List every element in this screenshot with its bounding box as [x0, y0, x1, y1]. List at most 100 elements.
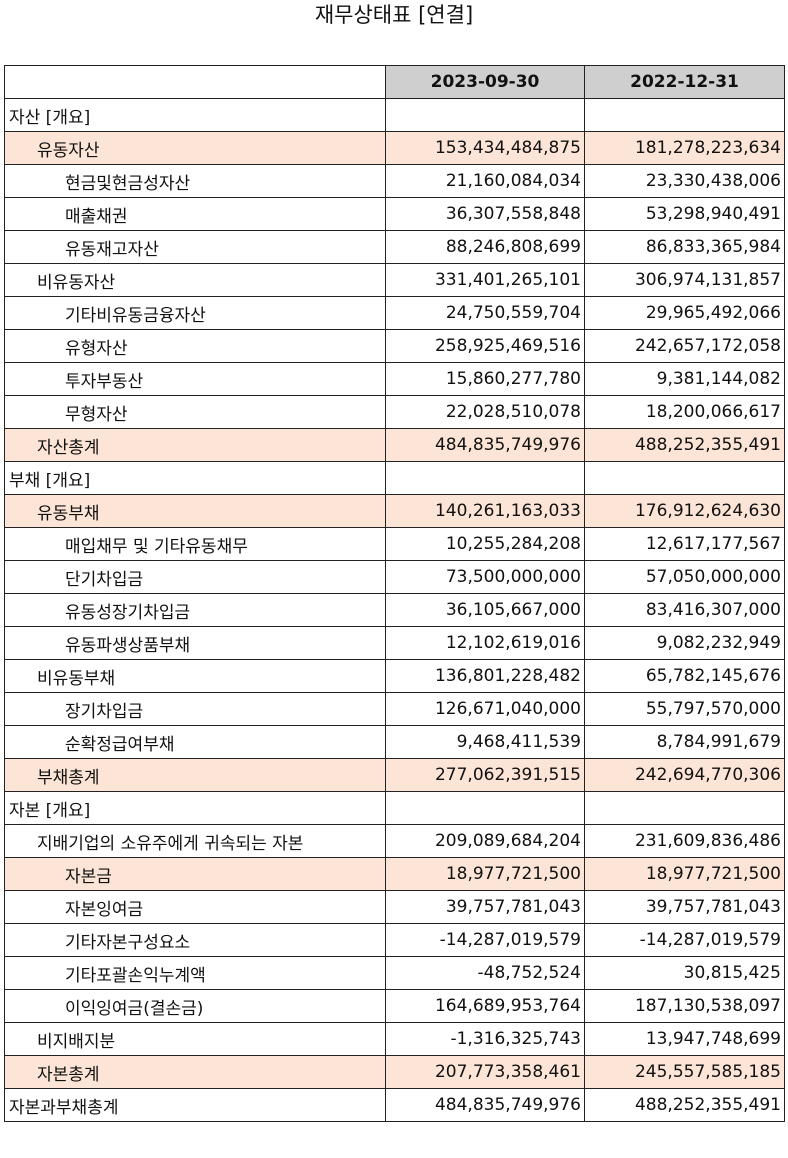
value-2023-09-30: 36,105,667,000	[385, 593, 585, 627]
value-2022-12-31: 18,977,721,500	[584, 857, 785, 891]
row-label: 순확정급여부채	[4, 725, 386, 759]
row-label: 자본과부채총계	[4, 1088, 386, 1122]
value-2022-12-31: 12,617,177,567	[584, 527, 785, 561]
row-label: 자본 [개요]	[4, 791, 386, 825]
table-row: 자본총계 207,773,358,461 245,557,585,185	[4, 1055, 785, 1089]
value-2023-09-30: 18,977,721,500	[385, 857, 585, 891]
table-row: 자본 [개요]	[4, 791, 785, 825]
value-2022-12-31: 231,609,836,486	[584, 824, 785, 858]
value-2022-12-31: 9,381,144,082	[584, 362, 785, 396]
value-2022-12-31: -14,287,019,579	[584, 923, 785, 957]
table-row: 자본과부채총계 484,835,749,976 488,252,355,491	[4, 1088, 785, 1122]
table-row: 기타자본구성요소 -14,287,019,579 -14,287,019,579	[4, 923, 785, 957]
table-row: 유동부채 140,261,163,033 176,912,624,630	[4, 494, 785, 528]
value-2022-12-31: 187,130,538,097	[584, 989, 785, 1023]
value-2023-09-30: 153,434,484,875	[385, 131, 585, 165]
value-2023-09-30	[385, 791, 585, 825]
value-2022-12-31: 8,784,991,679	[584, 725, 785, 759]
table-row: 자산 [개요]	[4, 98, 785, 132]
value-2023-09-30: 15,860,277,780	[385, 362, 585, 396]
row-label: 유동재고자산	[4, 230, 386, 264]
table-row: 유동자산 153,434,484,875 181,278,223,634	[4, 131, 785, 165]
value-2022-12-31	[584, 791, 785, 825]
table-row: 유동성장기차입금 36,105,667,000 83,416,307,000	[4, 593, 785, 627]
value-2023-09-30: 12,102,619,016	[385, 626, 585, 660]
table-row: 순확정급여부채 9,468,411,539 8,784,991,679	[4, 725, 785, 759]
value-2022-12-31: 53,298,940,491	[584, 197, 785, 231]
value-2023-09-30: 207,773,358,461	[385, 1055, 585, 1089]
value-2022-12-31: 306,974,131,857	[584, 263, 785, 297]
row-label: 유동자산	[4, 131, 386, 165]
column-header-2023-09-30: 2023-09-30	[385, 65, 585, 99]
value-2023-09-30: -14,287,019,579	[385, 923, 585, 957]
value-2023-09-30: 22,028,510,078	[385, 395, 585, 429]
value-2022-12-31: 488,252,355,491	[584, 1088, 785, 1122]
value-2022-12-31: 65,782,145,676	[584, 659, 785, 693]
header-row: 2023-09-30 2022-12-31	[4, 65, 785, 99]
row-label: 비유동부채	[4, 659, 386, 693]
table-row: 부채총계 277,062,391,515 242,694,770,306	[4, 758, 785, 792]
value-2022-12-31: 181,278,223,634	[584, 131, 785, 165]
value-2023-09-30: 88,246,808,699	[385, 230, 585, 264]
value-2022-12-31: 242,694,770,306	[584, 758, 785, 792]
table-row: 매출채권 36,307,558,848 53,298,940,491	[4, 197, 785, 231]
value-2023-09-30: 164,689,953,764	[385, 989, 585, 1023]
value-2023-09-30: 21,160,084,034	[385, 164, 585, 198]
value-2023-09-30: 136,801,228,482	[385, 659, 585, 693]
table-row: 기타포괄손익누계액 -48,752,524 30,815,425	[4, 956, 785, 990]
page-title: 재무상태표 [연결]	[314, 3, 474, 27]
row-label: 부채총계	[4, 758, 386, 792]
table-row: 유동재고자산 88,246,808,699 86,833,365,984	[4, 230, 785, 264]
row-label: 부채 [개요]	[4, 461, 386, 495]
value-2023-09-30: 258,925,469,516	[385, 329, 585, 363]
value-2022-12-31: 23,330,438,006	[584, 164, 785, 198]
table-row: 부채 [개요]	[4, 461, 785, 495]
value-2023-09-30: 484,835,749,976	[385, 1088, 585, 1122]
value-2023-09-30: 73,500,000,000	[385, 560, 585, 594]
value-2022-12-31: 176,912,624,630	[584, 494, 785, 528]
table-row: 지배기업의 소유주에게 귀속되는 자본 209,089,684,204 231,60…	[4, 824, 785, 858]
value-2022-12-31: 39,757,781,043	[584, 890, 785, 924]
value-2022-12-31: 488,252,355,491	[584, 428, 785, 462]
header-blank-cell	[4, 65, 386, 99]
value-2022-12-31: 29,965,492,066	[584, 296, 785, 330]
value-2023-09-30: 209,089,684,204	[385, 824, 585, 858]
table-row: 유동파생상품부채 12,102,619,016 9,082,232,949	[4, 626, 785, 660]
value-2022-12-31	[584, 461, 785, 495]
row-label: 자본잉여금	[4, 890, 386, 924]
row-label: 단기차입금	[4, 560, 386, 594]
value-2022-12-31: 86,833,365,984	[584, 230, 785, 264]
value-2023-09-30: 24,750,559,704	[385, 296, 585, 330]
table-row: 단기차입금 73,500,000,000 57,050,000,000	[4, 560, 785, 594]
value-2023-09-30: -48,752,524	[385, 956, 585, 990]
row-label: 매입채무 및 기타유동채무	[4, 527, 386, 561]
row-label: 지배기업의 소유주에게 귀속되는 자본	[4, 824, 386, 858]
value-2023-09-30: 39,757,781,043	[385, 890, 585, 924]
value-2022-12-31: 242,657,172,058	[584, 329, 785, 363]
table-row: 무형자산 22,028,510,078 18,200,066,617	[4, 395, 785, 429]
value-2023-09-30: 36,307,558,848	[385, 197, 585, 231]
value-2023-09-30: 10,255,284,208	[385, 527, 585, 561]
value-2023-09-30	[385, 98, 585, 132]
value-2022-12-31: 245,557,585,185	[584, 1055, 785, 1089]
row-label: 자산총계	[4, 428, 386, 462]
value-2023-09-30: 126,671,040,000	[385, 692, 585, 726]
row-label: 기타자본구성요소	[4, 923, 386, 957]
value-2023-09-30: -1,316,325,743	[385, 1022, 585, 1056]
row-label: 투자부동산	[4, 362, 386, 396]
row-label: 유형자산	[4, 329, 386, 363]
row-label: 현금및현금성자산	[4, 164, 386, 198]
value-2023-09-30	[385, 461, 585, 495]
table-row: 기타비유동금융자산 24,750,559,704 29,965,492,066	[4, 296, 785, 330]
row-label: 유동성장기차입금	[4, 593, 386, 627]
row-label: 무형자산	[4, 395, 386, 429]
value-2022-12-31: 55,797,570,000	[584, 692, 785, 726]
column-header-2022-12-31: 2022-12-31	[584, 65, 785, 99]
row-label: 유동부채	[4, 494, 386, 528]
value-2022-12-31: 30,815,425	[584, 956, 785, 990]
row-label: 장기차입금	[4, 692, 386, 726]
value-2022-12-31: 13,947,748,699	[584, 1022, 785, 1056]
row-label: 기타비유동금융자산	[4, 296, 386, 330]
table-row: 유형자산 258,925,469,516 242,657,172,058	[4, 329, 785, 363]
value-2022-12-31	[584, 98, 785, 132]
